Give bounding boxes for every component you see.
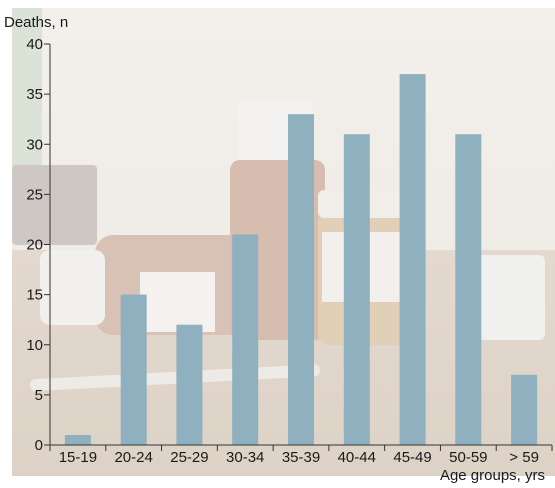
y-axis-title: Deaths, n [4, 14, 69, 31]
bar-40-44 [343, 134, 370, 445]
x-tick-label: 35-39 [282, 449, 320, 466]
x-tick-label: 30-34 [226, 449, 264, 466]
bar-35-39 [288, 114, 314, 445]
x-axis-title: Age groups, yrs [439, 467, 545, 484]
x-tick-label: 20-24 [114, 449, 152, 466]
y-tick-label: 30 [26, 136, 43, 153]
y-tick-label: 5 [35, 387, 43, 404]
y-tick-label: 0 [35, 437, 43, 454]
bar-15-19 [64, 435, 91, 445]
x-tick-label: 15-19 [59, 449, 97, 466]
y-tick-label: 10 [26, 337, 43, 354]
x-tick-label: 45-49 [393, 449, 431, 466]
x-tick-label: 50-59 [449, 449, 487, 466]
bar-30-34 [232, 234, 259, 445]
y-tick-label: 25 [26, 186, 43, 203]
bar-50-59 [455, 134, 482, 445]
y-axis-ticks: 0 5 10 15 20 25 30 35 40 [26, 36, 50, 454]
x-tick-label: > 59 [509, 449, 539, 466]
y-tick-label: 20 [26, 237, 43, 254]
y-tick-label: 40 [26, 36, 43, 53]
x-tick-label: 40-44 [338, 449, 376, 466]
bar-20-24 [120, 294, 147, 445]
y-tick-label: 15 [26, 287, 43, 304]
bar-25-29 [176, 324, 203, 445]
bar-59 [511, 374, 538, 445]
x-axis-ticks: 15-19 20-24 25-29 30-34 35-39 40-44 45-49 50-59… [49, 445, 553, 466]
x-tick-label: 25-29 [170, 449, 208, 466]
y-tick-label: 35 [26, 86, 43, 103]
bar-series [64, 74, 538, 445]
bar-45-49 [399, 74, 426, 445]
